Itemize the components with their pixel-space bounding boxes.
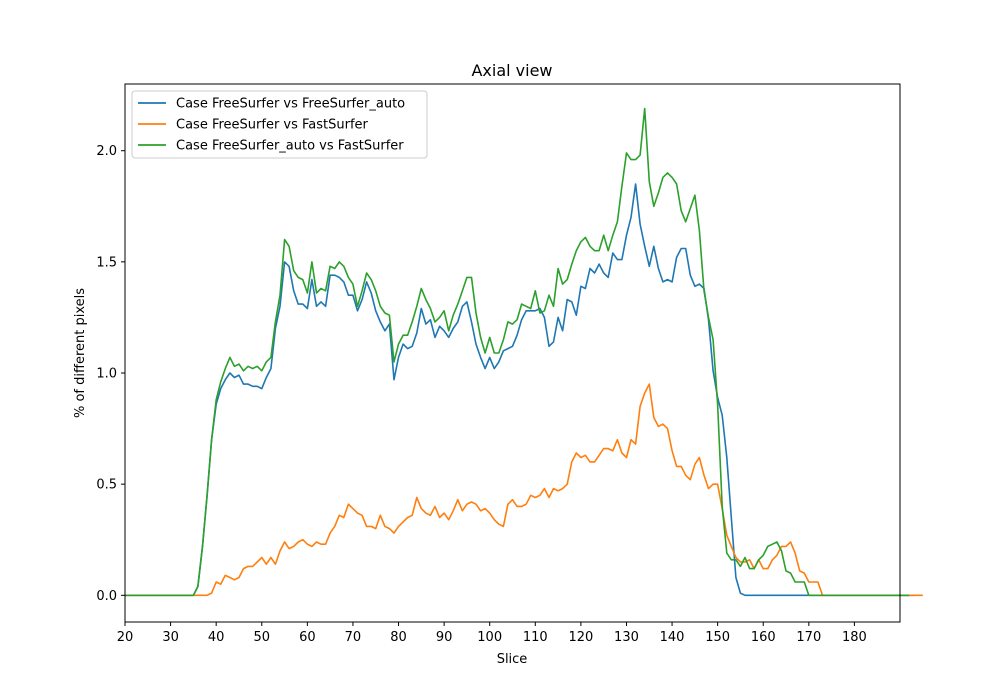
- series-line-1: [125, 183, 914, 597]
- x-tick-label: 130: [614, 630, 639, 645]
- x-tick-label: 80: [390, 630, 407, 645]
- x-tick-label: 20: [117, 630, 134, 645]
- y-tick-label: 1.5: [96, 255, 117, 270]
- x-axis-label: Slice: [497, 652, 528, 667]
- y-axis-label: % of different pixels: [73, 288, 88, 418]
- x-tick-label: 140: [660, 630, 685, 645]
- y-tick-label: 0.5: [96, 478, 117, 493]
- legend-box: [131, 90, 428, 159]
- chart-title: Axial view: [471, 61, 552, 80]
- legend: Case FreeSurfer vs FreeSurfer_auto Case F…: [131, 90, 428, 159]
- y-tick-label: 0.0: [96, 589, 117, 604]
- x-tick-label: 100: [477, 630, 502, 645]
- y-tick-label: 2.0: [96, 144, 117, 159]
- x-tick-label: 90: [436, 630, 453, 645]
- series-line-3: [125, 107, 910, 597]
- legend-entry-1: Case FreeSurfer vs FreeSurfer_auto: [176, 97, 405, 112]
- x-tick-label: 30: [162, 630, 179, 645]
- y-axis: 0.0 0.5 1.0 1.5 2.0: [96, 144, 125, 604]
- series-line-2: [125, 383, 923, 597]
- series-layer: [125, 107, 923, 597]
- x-tick-label: 60: [299, 630, 316, 645]
- x-axis: 20 30 40 50 60 70 80 90 100 110 120 130 140 150 160 170…: [117, 622, 867, 645]
- x-tick-label: 160: [751, 630, 776, 645]
- x-tick-label: 50: [253, 630, 270, 645]
- x-tick-label: 110: [523, 630, 548, 645]
- y-tick-label: 1.0: [96, 367, 117, 382]
- x-tick-label: 150: [705, 630, 730, 645]
- x-tick-label: 120: [568, 630, 593, 645]
- x-tick-label: 170: [796, 630, 821, 645]
- x-tick-label: 40: [208, 630, 225, 645]
- legend-entry-3: Case FreeSurfer_auto vs FastSurfer: [176, 139, 404, 154]
- x-tick-label: 70: [345, 630, 362, 645]
- x-tick-label: 180: [842, 630, 867, 645]
- legend-entry-2: Case FreeSurfer vs FastSurfer: [176, 118, 369, 133]
- plot-frame: [124, 83, 901, 623]
